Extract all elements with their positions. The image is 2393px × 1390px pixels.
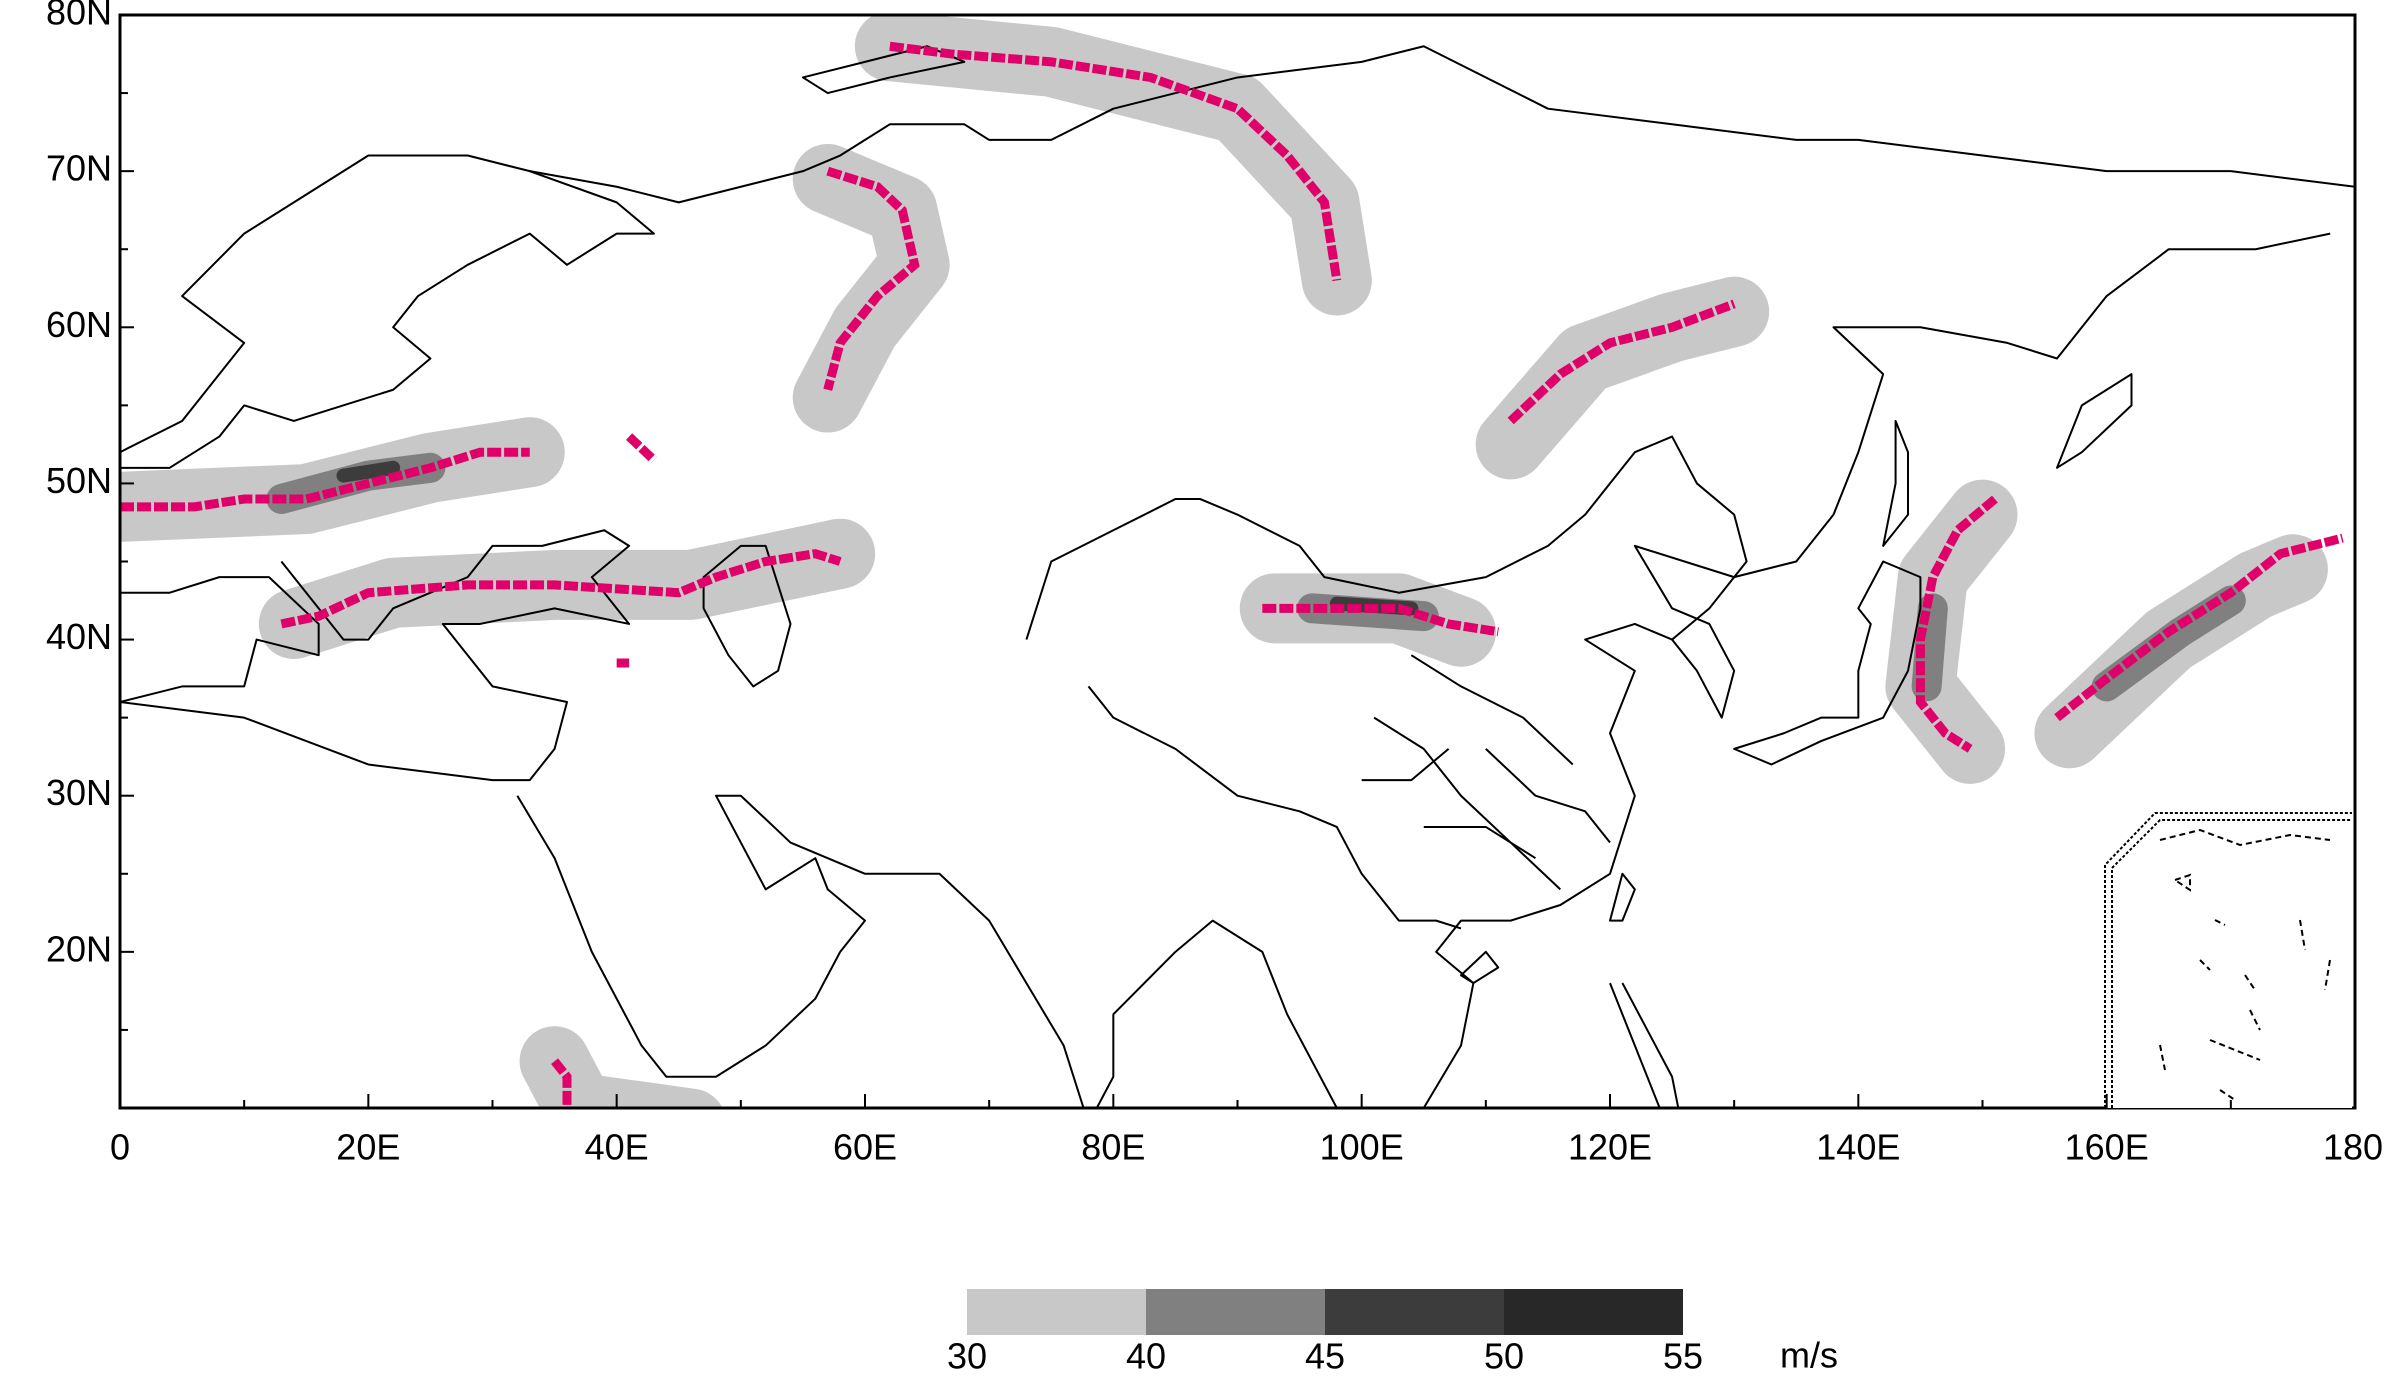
map-area (120, 46, 2355, 1170)
x-tick-label: 120E (1568, 1127, 1652, 1168)
x-tick-label: 0 (110, 1127, 130, 1168)
x-tick-label: 100E (1320, 1127, 1404, 1168)
coastline (1610, 983, 1685, 1139)
inset-background (2105, 813, 2352, 1108)
colorbar-label: 50 (1484, 1336, 1524, 1377)
coastline (803, 46, 964, 93)
shade (2107, 601, 2231, 687)
y-tick-label: 60N (46, 304, 112, 345)
shade (1927, 608, 1933, 686)
jet-axes (120, 46, 2343, 1108)
coastline (1362, 655, 1610, 889)
y-tick-label: 30N (46, 772, 112, 813)
shade (344, 468, 394, 476)
colorbar-unit: m/s (1780, 1335, 1838, 1376)
x-tick-label: 40E (585, 1127, 649, 1168)
axes: 80N 70N 60N 50N 40N 30N 20N 0 20E 40E 60E 80E 100E 12… (46, 0, 2383, 1168)
geo-layer (120, 46, 2355, 1170)
x-tick-label: 160E (2065, 1127, 2149, 1168)
y-tick-label: 20N (46, 928, 112, 969)
shade (1511, 312, 1735, 445)
colorbar: m/s 30 40 45 50 55 (947, 1289, 1838, 1377)
coastline (1461, 952, 1498, 983)
shade (890, 46, 1337, 280)
inset (2104, 812, 2352, 1108)
coastline (530, 46, 2355, 202)
colorbar-box (1325, 1289, 1504, 1335)
jet-axis (120, 452, 530, 507)
colorbar-label: 55 (1663, 1336, 1703, 1377)
colorbar-box (1504, 1289, 1683, 1335)
coastline (1610, 874, 1635, 921)
jet-axis (1262, 608, 1498, 631)
x-tick-label: 60E (833, 1127, 897, 1168)
colorbar-label: 45 (1305, 1336, 1345, 1377)
y-tick-label: 50N (46, 460, 112, 501)
coastline (1089, 686, 1462, 928)
coastline (120, 156, 654, 468)
coastline (120, 530, 629, 780)
inset-border (2104, 812, 2352, 1108)
x-tick-label: 20E (336, 1127, 400, 1168)
jet-axis (1511, 304, 1735, 421)
inset-border (2111, 819, 2352, 1108)
jet-axis (555, 437, 654, 1108)
coastline (120, 577, 319, 702)
colorbar-label: 30 (947, 1336, 987, 1377)
coastline (2057, 374, 2132, 468)
jet-axis (2057, 538, 2343, 718)
coastline (1883, 421, 1908, 546)
shade (555, 1061, 692, 1123)
y-tick-label: 70N (46, 148, 112, 189)
y-tick-label: 80N (46, 0, 112, 33)
jet-axis (1920, 499, 1995, 749)
y-tick-label: 40N (46, 616, 112, 657)
jet-axis (890, 46, 1337, 280)
coastline (1026, 437, 1746, 640)
colorbar-box (967, 1289, 1146, 1335)
x-tick-label: 80E (1081, 1127, 1145, 1168)
x-tick-label: 140E (1816, 1127, 1900, 1168)
colorbar-label: 40 (1126, 1336, 1166, 1377)
coastline (704, 546, 791, 687)
x-tick-label: 180 (2323, 1127, 2383, 1168)
inset-coast (2159, 828, 2331, 1101)
shade (2069, 569, 2293, 733)
colorbar-box (1146, 1289, 1325, 1335)
jet-axis (828, 171, 915, 390)
coastline (1734, 562, 1920, 765)
jet-axis (281, 554, 840, 624)
